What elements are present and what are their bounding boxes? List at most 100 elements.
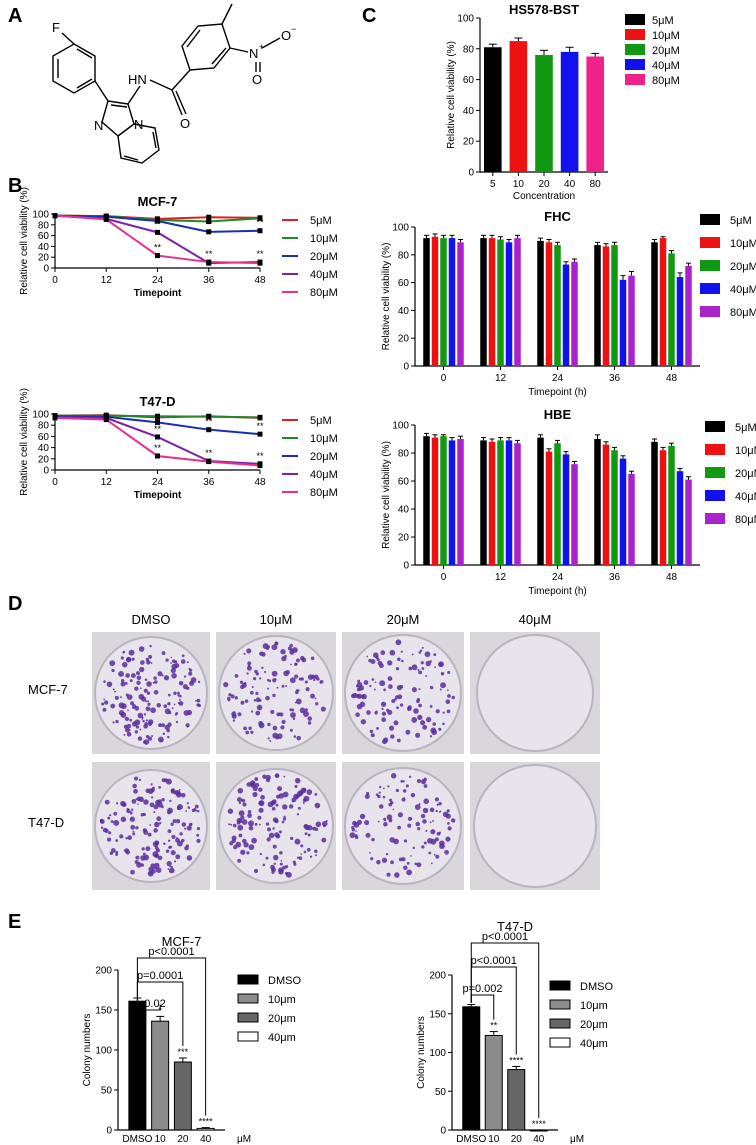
- colony: [387, 785, 390, 788]
- colony: [359, 813, 366, 820]
- colony: [411, 717, 418, 723]
- bar: [507, 1069, 526, 1131]
- bar: [571, 261, 578, 366]
- colony: [262, 774, 267, 779]
- y-tick-label: 200: [95, 966, 112, 977]
- colony: [136, 675, 142, 681]
- bar: [448, 440, 456, 565]
- colony: [435, 854, 440, 859]
- colony: [397, 657, 401, 662]
- legend-swatch: [549, 999, 571, 1010]
- colony: [119, 696, 122, 699]
- colony: [180, 792, 186, 798]
- colony: [268, 679, 272, 683]
- colony: [276, 686, 279, 689]
- colony: [262, 863, 266, 867]
- bar: [196, 1127, 215, 1131]
- colony: [277, 786, 283, 792]
- colony: [103, 698, 106, 701]
- colony: [181, 822, 187, 827]
- colony: [183, 710, 190, 716]
- bar: [448, 238, 456, 366]
- colony: [234, 674, 239, 678]
- x-axis-title: Timepoint (h): [528, 586, 587, 597]
- colony: [299, 655, 305, 661]
- atom-amide-nh: HN: [128, 72, 147, 87]
- colony: [266, 837, 271, 842]
- colony: [298, 856, 303, 860]
- colony: [384, 819, 387, 822]
- colony: [422, 724, 428, 730]
- colony: [108, 831, 112, 835]
- colony: [272, 854, 279, 861]
- colony: [169, 799, 172, 803]
- colony: [140, 813, 145, 817]
- colony: [164, 708, 171, 715]
- data-point: [103, 417, 109, 423]
- colony: [300, 853, 303, 855]
- colony: [152, 681, 155, 684]
- colony: [110, 820, 114, 824]
- x-axis-title: Concentration: [513, 191, 575, 202]
- colony: [359, 701, 366, 708]
- significance-annotation: **: [205, 417, 213, 427]
- colony: [403, 865, 408, 871]
- colony: [157, 736, 164, 743]
- colony: [178, 788, 181, 791]
- colony: [240, 849, 246, 855]
- significance-annotation: **: [256, 218, 264, 228]
- colony: [242, 802, 247, 807]
- atom-imidazole-n: N: [94, 118, 103, 133]
- chart-title: MCF-7: [138, 194, 178, 209]
- legend-label: 40μM: [652, 60, 680, 72]
- colony: [289, 708, 293, 712]
- x-tick-label: 5: [490, 179, 496, 190]
- colony: [107, 837, 112, 842]
- colony: [259, 852, 262, 856]
- colony: [406, 869, 412, 876]
- y-tick-label: 100: [429, 1048, 446, 1059]
- y-axis-title: Colony numbers: [416, 1016, 427, 1089]
- colony: [411, 687, 417, 693]
- legend-label: 10μM: [730, 238, 756, 250]
- x-tick-label: 0: [52, 275, 58, 286]
- colony: [133, 776, 139, 781]
- colony: [425, 674, 428, 677]
- y-tick-label: 50: [101, 1086, 113, 1097]
- colony: [260, 794, 265, 800]
- colony: [296, 658, 300, 663]
- colony: [146, 681, 152, 687]
- legend-swatch: [625, 14, 645, 25]
- toluene-ring-icon: [181, 23, 231, 71]
- treatment-column-label: DMSO: [132, 612, 171, 627]
- colony: [390, 734, 395, 739]
- x-axis-title: Timepoint: [134, 490, 182, 501]
- colony: [163, 778, 168, 783]
- colony: [179, 832, 183, 836]
- colony: [313, 674, 319, 680]
- colony: [231, 711, 237, 717]
- colony: [364, 819, 370, 826]
- bar: [628, 474, 635, 565]
- colony: [370, 733, 375, 738]
- y-tick-label: 100: [457, 14, 474, 25]
- colony: [133, 788, 138, 794]
- colony: [383, 688, 386, 692]
- legend-swatch: [625, 29, 645, 40]
- culture-dish: [476, 634, 594, 752]
- colony: [298, 677, 302, 681]
- colony: [152, 841, 159, 848]
- colony: [239, 680, 244, 684]
- colony: [392, 808, 395, 811]
- colony: [147, 702, 151, 706]
- colony: [251, 685, 254, 689]
- structure-atom-labels: F HN N N O N + O − O: [52, 20, 296, 133]
- x-tick-label: 10: [488, 1134, 500, 1145]
- colony-dish-photo: [470, 632, 600, 754]
- colony: [352, 820, 357, 826]
- colony: [395, 788, 399, 793]
- colony: [183, 675, 187, 678]
- colony: [196, 827, 201, 831]
- colony: [371, 678, 375, 681]
- colony: [134, 705, 140, 711]
